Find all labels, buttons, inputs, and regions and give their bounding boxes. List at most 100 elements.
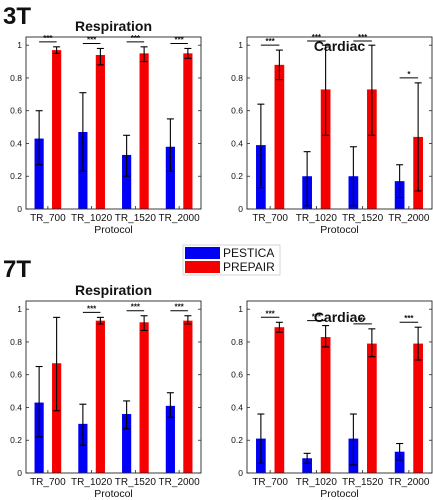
x-tick-label: TR_1020 xyxy=(296,477,338,488)
y-tick-label: 1 xyxy=(17,40,22,50)
section-label-7t: 7T xyxy=(3,256,31,283)
significance-label: *** xyxy=(131,303,141,312)
y-tick-label: 0.8 xyxy=(10,73,22,83)
x-tick-label: TR_700 xyxy=(252,213,288,224)
bar-pestica-tr_1520 xyxy=(122,154,132,209)
bar-prepair-tr_2000 xyxy=(413,343,423,473)
x-tick-label: TR_1020 xyxy=(71,213,113,224)
bar-pestica-tr_2000 xyxy=(394,451,405,473)
y-tick-label: 0.4 xyxy=(231,402,243,412)
panel-7t-respiration: Respiration 0 0.2 0.4 0.6 0.8 1 TR_700 TR_1020 **… xyxy=(10,282,202,500)
significance-label: *** xyxy=(312,33,322,42)
bar-pestica-tr_700 xyxy=(34,402,44,473)
x-tick-label: TR_2000 xyxy=(159,213,201,224)
x-axis-title: Protocol xyxy=(320,488,359,500)
significance-label: *** xyxy=(87,304,97,313)
y-tick-label: 0 xyxy=(238,204,243,214)
bar-prepair-tr_1520 xyxy=(139,53,149,209)
x-tick-label: TR_1520 xyxy=(342,477,384,488)
y-tick-label: 0.6 xyxy=(10,106,22,116)
y-tick-label: 0.4 xyxy=(10,138,22,148)
x-axis-title: Protocol xyxy=(320,224,359,236)
panel-3t-respiration: Respiration 0 0.2 0.4 0.6 0.8 1 TR_700 *** TR_102… xyxy=(10,18,202,236)
bar-prepair-tr_1520 xyxy=(367,89,377,209)
bar-prepair-tr_1520 xyxy=(367,343,377,473)
significance-label: *** xyxy=(131,34,141,43)
bar-prepair-tr_700 xyxy=(274,327,285,473)
x-tick-label: TR_1020 xyxy=(296,213,338,224)
y-tick-label: 0.8 xyxy=(231,73,243,83)
y-tick-label: 0.2 xyxy=(231,435,243,445)
section-label-3t: 3T xyxy=(3,3,31,30)
y-tick-label: 0 xyxy=(17,468,22,478)
y-tick-label: 0.8 xyxy=(10,337,22,347)
y-tick-label: 0.6 xyxy=(231,370,243,380)
y-tick-label: 0.2 xyxy=(231,171,243,181)
panel-title: Cardiac xyxy=(314,309,366,325)
bar-prepair-tr_2000 xyxy=(183,53,193,209)
axes-box xyxy=(25,36,202,210)
bar-pestica-tr_2000 xyxy=(165,146,175,209)
y-tick-label: 0 xyxy=(17,204,22,214)
significance-label: *** xyxy=(87,35,97,44)
x-tick-label: TR_2000 xyxy=(388,213,430,224)
y-tick-label: 1 xyxy=(238,304,243,314)
significance-label: *** xyxy=(265,37,275,46)
bar-pestica-tr_1020 xyxy=(78,423,88,473)
legend-swatch-prepair xyxy=(185,261,220,273)
axes-box xyxy=(25,300,202,474)
significance-label: *** xyxy=(174,35,184,44)
bar-pestica-tr_2000 xyxy=(165,405,175,473)
panel-title: Respiration xyxy=(75,18,152,34)
y-tick-label: 1 xyxy=(238,40,243,50)
panel-title: Cardiac xyxy=(314,38,366,54)
bar-prepair-tr_700 xyxy=(274,64,285,209)
bar-pestica-tr_1520 xyxy=(122,414,132,473)
bar-prepair-tr_700 xyxy=(52,363,62,473)
bar-prepair-tr_1020 xyxy=(320,89,331,209)
significance-label: *** xyxy=(312,313,322,322)
y-tick-label: 0.4 xyxy=(231,138,243,148)
significance-label: *** xyxy=(174,303,184,312)
bar-pestica-tr_700 xyxy=(34,138,44,209)
x-axis-title: Protocol xyxy=(94,224,133,236)
bar-prepair-tr_2000 xyxy=(183,320,193,473)
y-tick-label: 0 xyxy=(238,468,243,478)
significance-label: ** xyxy=(360,316,367,325)
y-tick-label: 0.4 xyxy=(10,402,22,412)
x-tick-label: TR_700 xyxy=(30,477,66,488)
x-tick-label: TR_1020 xyxy=(71,477,113,488)
bar-prepair-tr_1020 xyxy=(95,55,105,210)
significance-label: * xyxy=(407,70,411,79)
significance-label: *** xyxy=(43,34,53,43)
x-tick-label: TR_1520 xyxy=(115,213,157,224)
x-tick-label: TR_700 xyxy=(252,477,288,488)
x-tick-label: TR_2000 xyxy=(159,477,201,488)
bar-prepair-tr_1020 xyxy=(320,337,331,473)
significance-label: *** xyxy=(265,309,275,318)
panel-3t-cardiac: Cardiac00.20.40.60.81TR_700***TR_1020***… xyxy=(231,33,433,236)
axes-box xyxy=(246,300,433,474)
y-tick-label: 1 xyxy=(17,304,22,314)
y-tick-label: 0.6 xyxy=(231,106,243,116)
bar-prepair-tr_1020 xyxy=(95,320,105,473)
x-tick-label: TR_700 xyxy=(30,213,66,224)
x-tick-label: TR_2000 xyxy=(388,477,430,488)
bar-pestica-tr_1020 xyxy=(302,458,312,473)
significance-label: *** xyxy=(404,314,414,323)
x-tick-label: TR_1520 xyxy=(115,477,157,488)
legend-label-pestica: PESTICA xyxy=(223,246,274,260)
bar-prepair-tr_1520 xyxy=(139,322,149,473)
legend-swatch-pestica xyxy=(185,247,220,259)
panel-title: Respiration xyxy=(75,282,152,298)
x-axis-title: Protocol xyxy=(94,488,133,500)
x-tick-label: TR_1520 xyxy=(342,213,384,224)
axes-box xyxy=(246,36,433,210)
legend-label-prepair: PREPAIR xyxy=(223,260,275,274)
panel-7t-cardiac: Cardiac00.20.40.60.81TR_700***TR_1020***… xyxy=(231,300,433,500)
y-tick-label: 0.8 xyxy=(231,337,243,347)
y-tick-label: 0.6 xyxy=(10,370,22,380)
significance-label: *** xyxy=(358,33,368,42)
